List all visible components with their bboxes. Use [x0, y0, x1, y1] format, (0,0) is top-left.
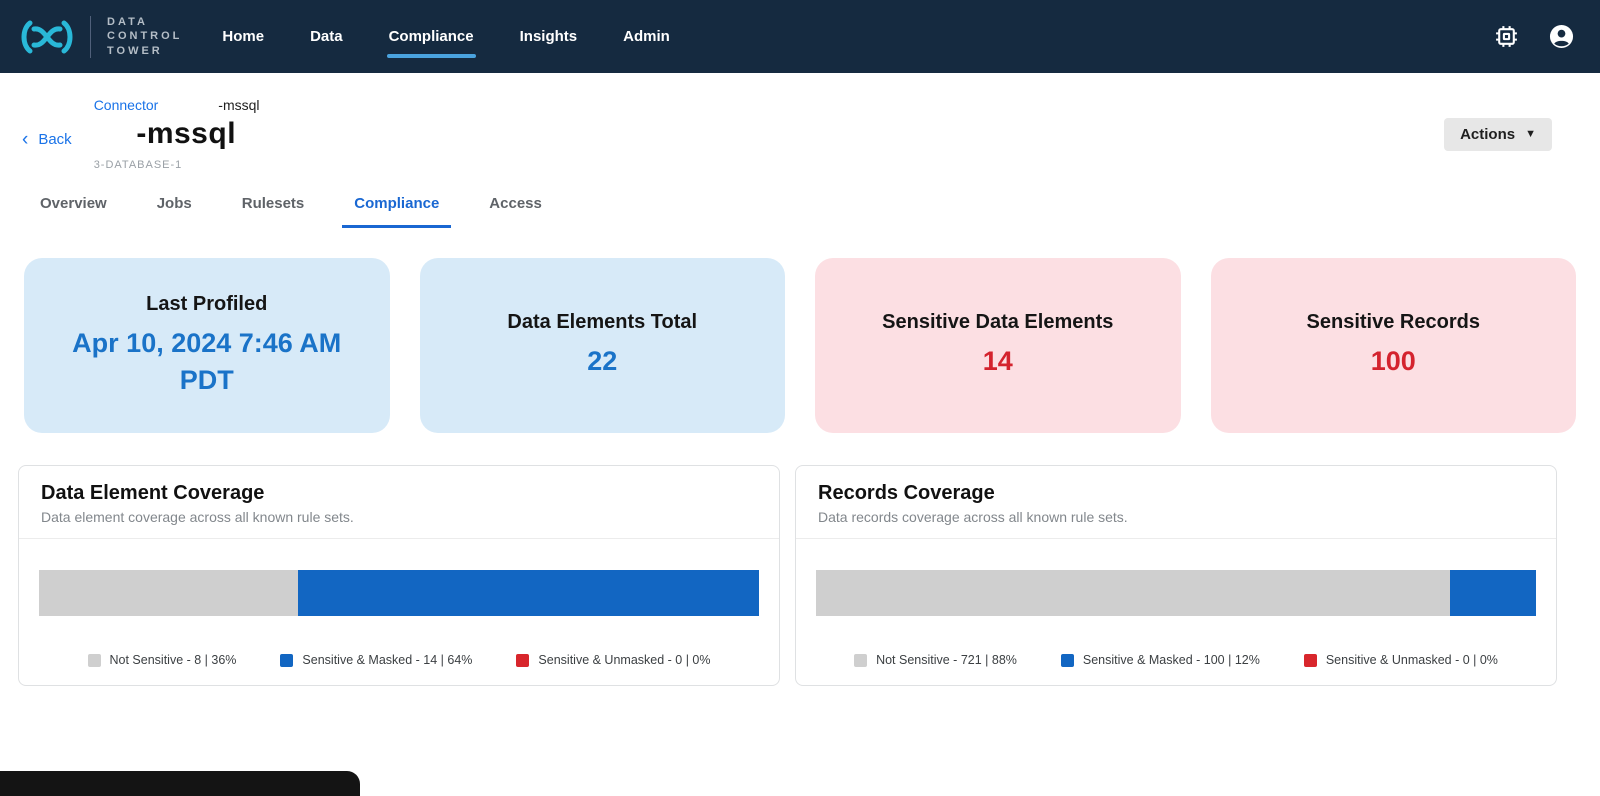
- back-link[interactable]: ‹ Back: [22, 130, 72, 149]
- actions-button[interactable]: Actions ▼: [1444, 117, 1552, 151]
- legend-swatch: [87, 653, 101, 667]
- page-header: ‹ Back Connector -mssql -mssql 3-DATABAS…: [0, 73, 1600, 171]
- card-title: Data Elements Total: [507, 311, 698, 334]
- panel-header: Records Coverage Data records coverage a…: [796, 466, 1556, 539]
- brand-line: CONTROL: [107, 30, 183, 43]
- account-icon[interactable]: [1549, 24, 1574, 49]
- delphix-logo-icon: [21, 20, 73, 53]
- coverage-panels: Data Element Coverage Data element cover…: [18, 465, 1557, 686]
- breadcrumb-current: -mssql: [218, 97, 260, 113]
- brand-logo[interactable]: DATA CONTROL TOWER: [18, 15, 182, 59]
- card-sensitive-records: Sensitive Records 100: [1210, 258, 1576, 433]
- data-element-coverage-panel: Data Element Coverage Data element cover…: [18, 465, 780, 686]
- navbar-right: [1494, 24, 1574, 49]
- bottom-overlay-bar: [0, 771, 360, 796]
- logo-divider: [90, 15, 91, 58]
- legend-label: Sensitive & Masked - 100 | 12%: [1082, 653, 1260, 667]
- legend-not-sensitive: Not Sensitive - 8 | 36%: [87, 653, 237, 667]
- legend-swatch: [854, 653, 868, 667]
- legend-label: Sensitive & Unmasked - 0 | 0%: [538, 653, 711, 667]
- panel-header: Data Element Coverage Data element cover…: [19, 466, 779, 539]
- tab-rulesets[interactable]: Rulesets: [241, 195, 305, 212]
- panel-subtitle: Data records coverage across all known r…: [818, 509, 1128, 525]
- bar-segment-sensitive-masked: [1449, 570, 1536, 616]
- panel-body: Not Sensitive - 721 | 88% Sensitive & Ma…: [796, 539, 1556, 667]
- stacked-bar: [39, 570, 759, 616]
- card-data-elements-total: Data Elements Total 22: [419, 258, 785, 433]
- card-title: Last Profiled: [146, 293, 268, 316]
- nav-item-insights[interactable]: Insights: [519, 28, 578, 45]
- bar-segment-not-sensitive: [39, 570, 299, 616]
- panel-title: Data Element Coverage: [41, 482, 265, 504]
- card-value: 100: [1370, 346, 1416, 377]
- brand-name: DATA CONTROL TOWER: [107, 15, 182, 58]
- chevron-down-icon: ▼: [1525, 128, 1536, 140]
- card-value: Apr 10, 2024 7:46 AM PDT: [72, 328, 342, 395]
- legend-sensitive-unmasked: Sensitive & Unmasked - 0 | 0%: [516, 653, 711, 667]
- legend-label: Sensitive & Unmasked - 0 | 0%: [1325, 653, 1498, 667]
- back-label: Back: [38, 130, 72, 148]
- legend-sensitive-unmasked: Sensitive & Unmasked - 0 | 0%: [1303, 653, 1498, 667]
- tab-jobs[interactable]: Jobs: [156, 195, 192, 212]
- breadcrumb: Connector -mssql: [94, 97, 279, 113]
- entity-header: Connector -mssql -mssql 3-DATABASE-1: [94, 97, 279, 171]
- legend-swatch: [1060, 653, 1074, 667]
- legend-sensitive-masked: Sensitive & Masked - 100 | 12%: [1060, 653, 1260, 667]
- brand-line: DATA: [107, 16, 148, 29]
- legend-sensitive-masked: Sensitive & Masked - 14 | 64%: [280, 653, 472, 667]
- legend-not-sensitive: Not Sensitive - 721 | 88%: [854, 653, 1017, 667]
- stat-cards: Last Profiled Apr 10, 2024 7:46 AM PDT D…: [24, 258, 1576, 433]
- tab-compliance[interactable]: Compliance: [342, 195, 452, 228]
- main-nav: Home Data Compliance Insights Admin: [222, 22, 670, 58]
- stacked-bar: [816, 570, 1536, 616]
- detail-tabs: Overview Jobs Rulesets Compliance Access: [28, 195, 1600, 228]
- panel-title: Records Coverage: [818, 482, 995, 504]
- top-navbar: DATA CONTROL TOWER Home Data Compliance …: [0, 0, 1600, 73]
- bar-segment-sensitive-masked: [298, 570, 759, 616]
- legend-swatch: [516, 653, 530, 667]
- chip-icon[interactable]: [1494, 24, 1519, 49]
- nav-item-home[interactable]: Home: [222, 28, 265, 45]
- breadcrumb-connector-link[interactable]: Connector: [93, 97, 159, 113]
- tab-overview[interactable]: Overview: [40, 195, 107, 212]
- card-last-profiled: Last Profiled Apr 10, 2024 7:46 AM PDT: [24, 258, 390, 433]
- panel-subtitle: Data element coverage across all known r…: [41, 509, 354, 525]
- card-title: Sensitive Data Elements: [882, 311, 1114, 334]
- chart-legend: Not Sensitive - 8 | 36% Sensitive & Mask…: [39, 653, 759, 667]
- chart-legend: Not Sensitive - 721 | 88% Sensitive & Ma…: [816, 653, 1536, 667]
- actions-label: Actions: [1460, 125, 1516, 143]
- records-coverage-panel: Records Coverage Data records coverage a…: [795, 465, 1557, 686]
- nav-item-admin[interactable]: Admin: [623, 28, 670, 45]
- bar-segment-not-sensitive: [816, 570, 1450, 616]
- brand-line: TOWER: [107, 44, 163, 57]
- tab-access[interactable]: Access: [489, 195, 542, 212]
- card-title: Sensitive Records: [1306, 311, 1480, 334]
- page-title: -mssql: [136, 117, 237, 150]
- legend-label: Not Sensitive - 8 | 36%: [109, 653, 237, 667]
- legend-swatch: [1303, 653, 1317, 667]
- nav-item-compliance[interactable]: Compliance: [386, 22, 476, 58]
- panel-body: Not Sensitive - 8 | 36% Sensitive & Mask…: [19, 539, 779, 667]
- card-value: 14: [982, 346, 1013, 377]
- back-chevron-icon: ‹: [22, 128, 29, 150]
- nav-item-data[interactable]: Data: [310, 28, 343, 45]
- page-subtitle: 3-DATABASE-1: [93, 159, 183, 171]
- legend-label: Not Sensitive - 721 | 88%: [876, 653, 1017, 667]
- legend-label: Sensitive & Masked - 14 | 64%: [302, 653, 473, 667]
- card-sensitive-data-elements: Sensitive Data Elements 14: [815, 258, 1181, 433]
- legend-swatch: [280, 653, 294, 667]
- card-value: 22: [587, 346, 618, 377]
